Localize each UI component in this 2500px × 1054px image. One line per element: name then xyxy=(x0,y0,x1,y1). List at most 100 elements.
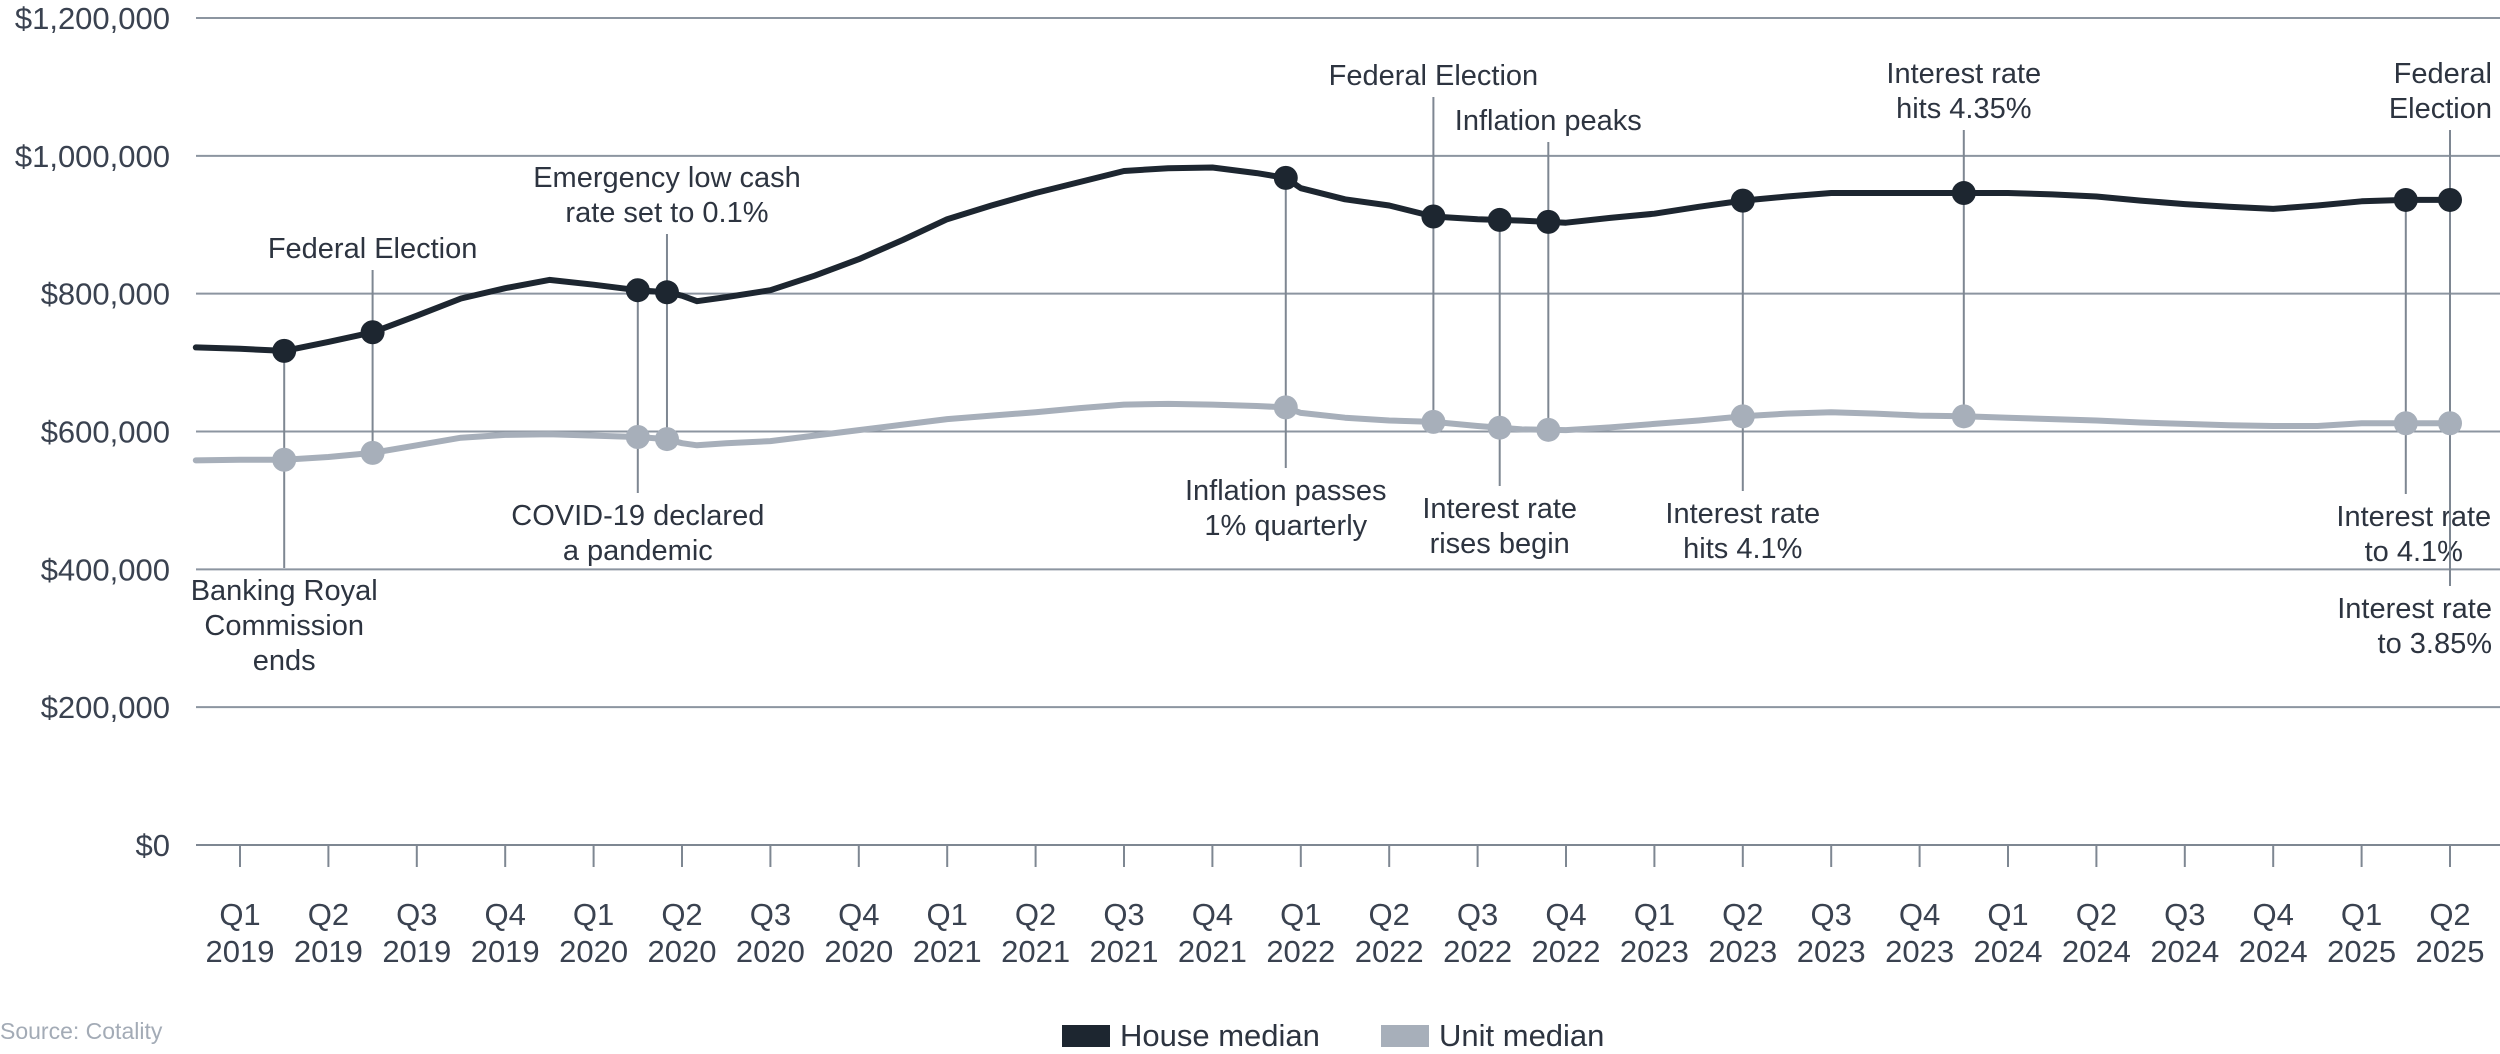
house-median-marker xyxy=(654,280,679,305)
x-tick-label: Q3 xyxy=(1103,897,1144,932)
y-tick-label: $600,000 xyxy=(41,415,170,450)
chart-legend: House median Unit median xyxy=(0,1018,2500,1054)
x-tick-label: 2020 xyxy=(824,934,893,969)
markers xyxy=(272,165,2462,472)
unit-median-marker xyxy=(272,447,297,472)
y-tick-label: $200,000 xyxy=(41,690,170,725)
annotation-label: Election xyxy=(2389,93,2492,125)
annotation-label: to 3.85% xyxy=(2378,628,2492,660)
x-tick-label: 2024 xyxy=(2239,934,2308,969)
y-tick-label: $800,000 xyxy=(41,277,170,312)
y-tick-label: $1,000,000 xyxy=(15,139,170,174)
source-note: Source: Cotality xyxy=(0,1018,163,1044)
x-tick-label: Q4 xyxy=(1192,897,1233,932)
x-tick-label: Q1 xyxy=(1987,897,2028,932)
x-tick-label: 2024 xyxy=(2150,934,2219,969)
x-tick-label: Q3 xyxy=(1811,897,1852,932)
y-tick-label: $400,000 xyxy=(41,552,170,587)
house-median-marker xyxy=(1273,165,1298,190)
legend-item-unit: Unit median xyxy=(1381,1018,1604,1054)
x-tick-label: 2021 xyxy=(913,934,982,969)
x-tick-label: 2019 xyxy=(294,934,363,969)
x-tick-label: 2023 xyxy=(1797,934,1866,969)
y-tick-label: $1,200,000 xyxy=(15,1,170,36)
x-tick-label: 2019 xyxy=(382,934,451,969)
x-tick-label: Q4 xyxy=(2253,897,2294,932)
x-tick-label: 2021 xyxy=(1001,934,1070,969)
unit-median-marker xyxy=(2393,411,2418,436)
annotation-label: Interest rate xyxy=(2337,593,2492,625)
x-tick-label: 2020 xyxy=(559,934,628,969)
annotation-label: a pandemic xyxy=(563,535,713,567)
unit-median-marker xyxy=(1951,404,1976,429)
annotation-label: 1% quarterly xyxy=(1204,510,1367,542)
unit-median-marker xyxy=(1421,409,1446,434)
legend-label-unit: Unit median xyxy=(1439,1018,1605,1053)
x-tick-label: Q2 xyxy=(2076,897,2117,932)
annotation-label: Interest rate xyxy=(1665,498,1820,530)
x-tick-label: Q2 xyxy=(661,897,702,932)
house-median-marker xyxy=(360,320,385,345)
x-tick-label: 2024 xyxy=(2062,934,2131,969)
x-tick-label: Q2 xyxy=(308,897,349,932)
x-tick-label: 2022 xyxy=(1532,934,1601,969)
x-tick-label: 2025 xyxy=(2416,934,2485,969)
line-chart: $0 $200,000 $400,000 $600,000 $800,000 $1,000… xyxy=(15,1,2500,969)
unit-median-marker xyxy=(1487,415,1512,440)
annotation-label: Inflation passes xyxy=(1185,475,1387,507)
x-tick-label: Q2 xyxy=(1369,897,1410,932)
annotation-label: Federal Election xyxy=(268,233,478,265)
annotation-label: Federal Election xyxy=(1329,60,1539,92)
annotation-label: Inflation peaks xyxy=(1455,105,1642,137)
x-tick-label: 2023 xyxy=(1885,934,1954,969)
x-tick-label: Q1 xyxy=(219,897,260,932)
annotation-label: rises begin xyxy=(1430,528,1570,560)
unit-median-marker xyxy=(360,440,385,465)
x-tick-label: 2021 xyxy=(1178,934,1247,969)
house-median-marker xyxy=(1536,209,1561,234)
house-median-marker xyxy=(2393,187,2418,212)
x-tick-label: 2022 xyxy=(1443,934,1512,969)
annotation-label: COVID-19 declared xyxy=(511,500,764,532)
annotation-label: rate set to 0.1% xyxy=(565,197,768,229)
y-tick-label: $0 xyxy=(136,828,170,863)
house-median-marker xyxy=(1951,181,1976,206)
x-tick-label: 2019 xyxy=(206,934,275,969)
x-tick-label: 2023 xyxy=(1620,934,1689,969)
house-median-marker xyxy=(1730,188,1755,213)
x-tick-label: 2020 xyxy=(736,934,805,969)
x-tick-label: Q3 xyxy=(396,897,437,932)
house-median-marker xyxy=(272,338,297,363)
unit-median-marker xyxy=(654,427,679,452)
x-tick-label: Q1 xyxy=(927,897,968,932)
legend-swatch-unit xyxy=(1381,1025,1429,1047)
x-tick-label: Q4 xyxy=(1545,897,1586,932)
x-tick-label: Q1 xyxy=(573,897,614,932)
unit-median-marker xyxy=(625,425,650,450)
x-tick-label: 2023 xyxy=(1708,934,1777,969)
house-median-marker xyxy=(2438,187,2462,212)
legend-item-house: House median xyxy=(1062,1018,1320,1054)
annotation-label: hits 4.35% xyxy=(1896,93,2031,125)
annotation-label: Commission xyxy=(204,610,364,642)
annotation-label: Banking Royal xyxy=(191,575,378,607)
house-median-marker xyxy=(1487,207,1512,232)
unit-median-marker xyxy=(1273,395,1298,420)
annotation-label: Interest rate xyxy=(1886,58,2041,90)
x-tick-label: Q4 xyxy=(838,897,879,932)
annotation-label: Interest rate xyxy=(1422,493,1577,525)
house-median-marker xyxy=(625,278,650,303)
x-tick-label: 2024 xyxy=(1974,934,2043,969)
annotation-label: ends xyxy=(253,645,316,677)
x-tick-label: Q1 xyxy=(1280,897,1321,932)
unit-median-marker xyxy=(1536,417,1561,442)
x-tick-label: Q4 xyxy=(485,897,526,932)
x-tick-label: Q3 xyxy=(750,897,791,932)
annotation-label: Federal xyxy=(2394,58,2492,90)
annotation-label: hits 4.1% xyxy=(1683,533,1802,565)
x-tick-label: Q2 xyxy=(1015,897,1056,932)
house-median-marker xyxy=(1421,204,1446,229)
y-axis: $0 $200,000 $400,000 $600,000 $800,000 $1,000… xyxy=(15,1,170,863)
unit-median-marker xyxy=(2438,411,2462,436)
